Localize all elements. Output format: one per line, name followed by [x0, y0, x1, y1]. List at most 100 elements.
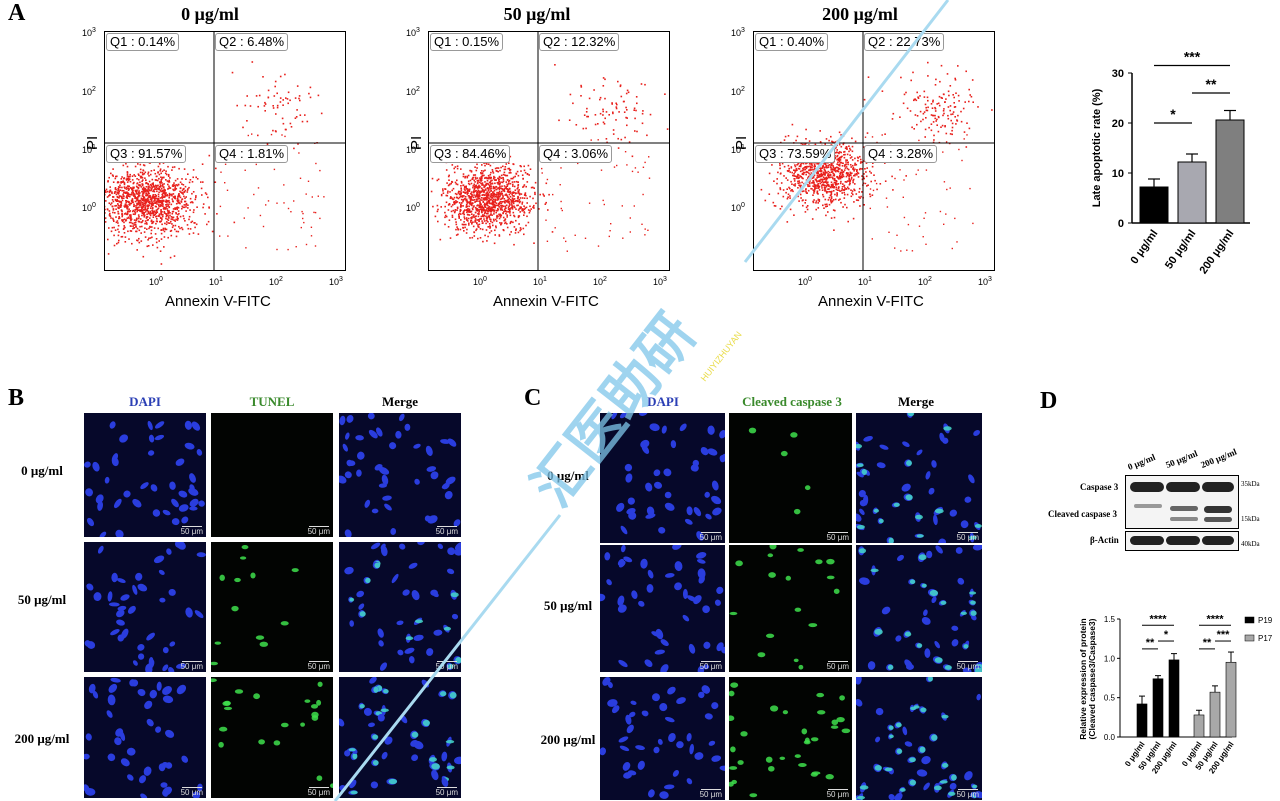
event-dot	[173, 255, 176, 257]
event-dot	[812, 201, 815, 204]
event-dot	[487, 207, 489, 209]
event-dot	[494, 198, 496, 201]
event-dot	[819, 130, 821, 132]
tick-base: 10	[406, 203, 417, 213]
event-dot	[516, 188, 519, 190]
event-dot	[808, 169, 810, 171]
event-dot	[515, 219, 517, 222]
event-dot	[134, 213, 136, 216]
nucleus	[711, 702, 719, 710]
event-dot	[124, 212, 127, 215]
event-dot	[126, 212, 129, 215]
event-dot	[478, 210, 480, 213]
event-dot	[585, 111, 588, 113]
nucleus	[444, 490, 453, 500]
event-dot	[140, 232, 142, 234]
y-axis-label: Relative expression of protein	[1078, 618, 1088, 739]
event-dot	[137, 199, 139, 201]
event-dot	[165, 170, 167, 172]
event-dot	[894, 247, 896, 249]
event-dot	[597, 139, 599, 141]
nucleus	[607, 699, 618, 707]
event-dot	[501, 204, 504, 207]
nucleus	[93, 592, 102, 602]
positive-cell	[896, 748, 903, 754]
event-dot	[120, 209, 123, 211]
positive-cell	[223, 706, 233, 711]
event-dot	[944, 101, 946, 103]
cell-field	[729, 545, 840, 670]
event-dot	[279, 75, 282, 78]
event-dot	[161, 193, 163, 196]
event-dot	[927, 75, 929, 77]
event-dot	[949, 109, 951, 112]
event-dot	[478, 206, 481, 208]
event-dot	[498, 234, 501, 236]
positive-cell	[372, 760, 379, 766]
nucleus	[168, 666, 175, 672]
event-dot	[162, 205, 164, 207]
event-dot	[615, 119, 617, 121]
positive-cell	[431, 763, 440, 770]
event-dot	[437, 208, 439, 211]
event-dot	[471, 222, 473, 224]
nucleus	[107, 694, 116, 706]
event-dot	[442, 192, 445, 194]
event-dot	[122, 164, 125, 167]
event-dot	[846, 153, 849, 156]
event-dot	[504, 168, 507, 171]
event-dot	[483, 203, 486, 206]
event-dot	[485, 215, 487, 217]
event-dot	[552, 193, 554, 196]
event-dot	[825, 178, 828, 181]
event-dot	[156, 179, 159, 182]
event-dot	[126, 181, 129, 183]
nucleus	[194, 610, 204, 619]
nucleus	[645, 513, 656, 519]
scale-bar: 50 μm	[180, 787, 203, 797]
event-dot	[827, 191, 829, 193]
event-dot	[179, 187, 182, 190]
flow-plot: Q1 : 0.15% Q2 : 12.32% Q3 : 84.46% Q4 : …	[428, 31, 670, 271]
event-dot	[966, 122, 968, 124]
event-dot	[264, 110, 266, 112]
event-dot	[509, 212, 511, 214]
event-dot	[251, 133, 253, 135]
event-dot	[126, 213, 129, 216]
event-dot	[822, 195, 825, 198]
scale-bar: 50 μm	[435, 661, 458, 671]
event-dot	[317, 94, 320, 97]
event-dot	[510, 207, 512, 209]
nucleus	[625, 473, 633, 483]
event-dot	[602, 110, 604, 113]
event-dot	[512, 198, 515, 201]
event-dot	[126, 217, 129, 219]
event-dot	[148, 196, 150, 198]
event-dot	[152, 185, 155, 188]
event-dot	[816, 174, 819, 177]
event-dot	[474, 176, 477, 179]
cell-field	[344, 542, 461, 671]
event-dot	[812, 180, 814, 182]
event-dot	[478, 220, 480, 223]
event-dot	[480, 206, 482, 209]
event-dot	[611, 102, 613, 104]
event-dot	[842, 162, 844, 165]
event-dot	[141, 214, 143, 217]
event-dot	[171, 198, 174, 200]
event-dot	[518, 215, 521, 217]
event-dot	[590, 139, 592, 141]
event-dot	[852, 181, 854, 184]
event-dot	[160, 200, 163, 202]
tick-exp: 0	[741, 202, 745, 209]
event-dot	[162, 191, 165, 194]
event-dot	[173, 197, 176, 199]
positive-cell	[770, 705, 779, 712]
event-dot	[903, 93, 906, 96]
event-dot	[499, 215, 501, 217]
event-dot	[168, 201, 171, 204]
event-dot	[142, 219, 144, 222]
event-dot	[176, 206, 178, 209]
event-dot	[301, 210, 303, 213]
event-dot	[133, 195, 135, 197]
